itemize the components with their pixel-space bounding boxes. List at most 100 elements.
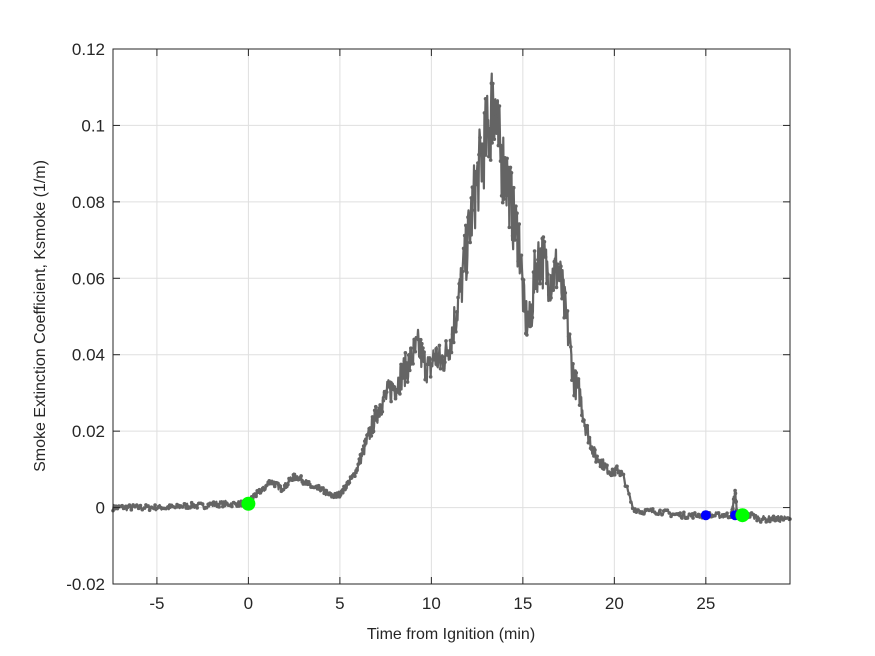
series-point — [522, 309, 527, 313]
series-point — [579, 413, 584, 418]
series-point — [667, 511, 672, 515]
y-tick-label: 0.06 — [72, 269, 105, 288]
grid-lines — [113, 48, 790, 585]
series-point — [733, 491, 738, 496]
series-point — [473, 169, 478, 174]
series-point — [272, 484, 277, 489]
series-point — [680, 516, 684, 520]
series-point — [629, 500, 633, 504]
series-point — [614, 467, 618, 472]
series-point — [420, 341, 424, 346]
series-point — [593, 448, 597, 452]
series-point — [472, 208, 477, 213]
series-point — [369, 434, 374, 438]
series-point — [496, 143, 501, 148]
series-point — [426, 362, 431, 367]
series-point — [488, 128, 492, 133]
series-point — [361, 444, 366, 448]
series-point — [492, 137, 497, 141]
series-point — [685, 516, 690, 520]
series-point — [490, 141, 494, 145]
series-point — [450, 332, 455, 337]
y-tick-label: 0.08 — [72, 193, 105, 212]
series-point — [757, 517, 761, 521]
series-point — [572, 393, 576, 398]
series-point — [460, 269, 465, 274]
series-point — [612, 473, 617, 477]
series-point — [217, 505, 221, 509]
series-point — [440, 354, 445, 359]
series-point — [446, 349, 451, 353]
series-point — [589, 445, 594, 449]
series-point — [506, 171, 511, 175]
series-point — [502, 197, 506, 201]
series-point — [482, 111, 487, 115]
series-point — [429, 363, 434, 368]
series-point — [568, 345, 573, 349]
series-point — [459, 272, 464, 277]
series-point — [444, 339, 448, 343]
series-point — [553, 259, 558, 263]
series-point — [448, 338, 453, 343]
series-point — [567, 332, 572, 337]
series-point — [555, 262, 560, 266]
series-point — [355, 468, 359, 473]
series-point — [127, 503, 132, 507]
series-point — [495, 99, 500, 104]
series-point — [400, 363, 404, 368]
series-point — [456, 295, 460, 300]
series-point — [545, 272, 550, 276]
series-point — [511, 185, 516, 190]
series-point — [485, 124, 490, 129]
series-point — [544, 281, 549, 286]
series-point — [547, 293, 551, 297]
series-point — [525, 333, 529, 337]
series-point — [299, 474, 303, 478]
series-point — [758, 520, 763, 524]
series-point — [359, 452, 364, 456]
y-tick-label: -0.02 — [66, 575, 105, 594]
series-point — [494, 131, 499, 135]
axes-frame — [112, 48, 791, 585]
series-point — [120, 503, 124, 508]
series-point — [375, 418, 379, 423]
series-point — [627, 492, 631, 496]
series-point — [658, 508, 662, 513]
series-point — [404, 361, 409, 365]
series-point — [713, 513, 717, 518]
series-point — [353, 474, 357, 479]
series-point — [470, 185, 475, 189]
series-point — [732, 495, 737, 499]
series-point — [423, 377, 427, 382]
series-point — [528, 324, 532, 329]
series-point — [565, 309, 570, 313]
series-point — [526, 310, 530, 315]
series-point — [531, 270, 536, 274]
series-point — [536, 257, 540, 262]
series-point — [625, 484, 629, 489]
x-tick-label: 20 — [605, 594, 624, 613]
series-point — [392, 385, 397, 389]
series-point — [458, 289, 463, 293]
series-point — [615, 464, 619, 468]
series-point — [413, 349, 418, 354]
series-point — [576, 377, 581, 381]
x-tick-label: -5 — [149, 594, 164, 613]
x-axis-ticks: -5 0 5 10 15 20 25 — [149, 49, 715, 613]
series-point — [278, 484, 283, 489]
series-point — [465, 270, 469, 275]
series-point — [368, 426, 373, 430]
series-point — [435, 363, 440, 367]
series-point — [463, 223, 468, 228]
series-point — [660, 512, 664, 517]
series-point — [530, 315, 535, 320]
series-point — [716, 511, 721, 515]
series-point — [173, 505, 178, 510]
series-point — [389, 399, 393, 404]
series-point — [519, 253, 524, 258]
series-point — [471, 194, 476, 198]
series-point — [587, 435, 592, 440]
series-point — [777, 518, 781, 523]
